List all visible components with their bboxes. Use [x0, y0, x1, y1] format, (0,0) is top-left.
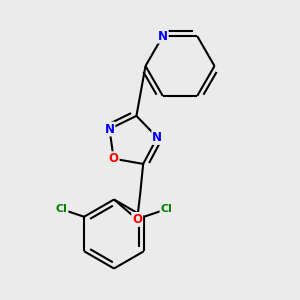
Text: Cl: Cl: [160, 204, 172, 214]
Text: N: N: [158, 30, 168, 43]
Text: O: O: [109, 152, 119, 165]
Text: N: N: [152, 131, 162, 144]
Text: O: O: [132, 213, 142, 226]
Text: Cl: Cl: [56, 204, 68, 214]
Text: N: N: [104, 122, 115, 136]
